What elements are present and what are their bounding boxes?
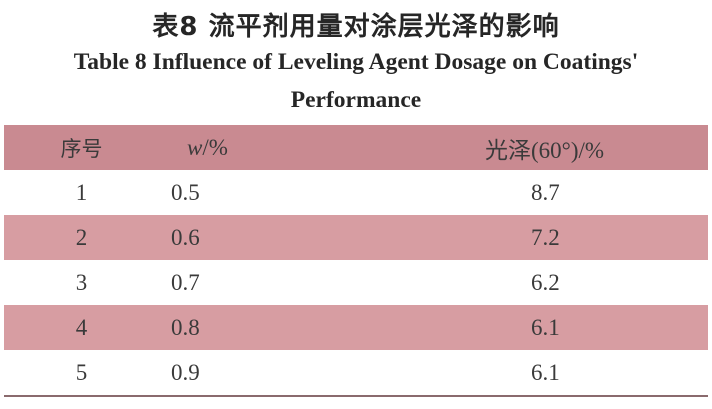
data-table: 序号 w/% 光泽(60°)/% 1 0.5 8.7 2 0.6 7.2 3: [4, 125, 708, 395]
cell-serial-number: 4: [75, 314, 88, 340]
cell-gloss: 8.7: [531, 179, 560, 205]
cell-serial-number: 1: [75, 179, 88, 205]
table-title-english: Table 8 Influence of Leveling Agent Dosa…: [0, 43, 712, 119]
header-gloss: 光泽(60°)/%: [485, 137, 605, 163]
table-row: 5 0.9 6.1: [4, 350, 708, 395]
table-row: 4 0.8 6.1: [4, 305, 708, 350]
header-dosage-variable: w: [187, 134, 203, 160]
cell-serial-number: 2: [75, 224, 88, 250]
cell-gloss: 7.2: [531, 224, 560, 250]
cell-dosage: 0.6: [171, 224, 200, 250]
cell-gloss: 6.1: [531, 314, 560, 340]
header-serial-number: 序号: [60, 136, 103, 161]
table-title-chinese: 表8 流平剂用量对涂层光泽的影响: [152, 12, 560, 42]
data-table-container: 序号 w/% 光泽(60°)/% 1 0.5 8.7 2 0.6 7.2 3: [4, 125, 708, 397]
cell-dosage: 0.7: [171, 269, 200, 295]
table-title-english-line1: Table 8 Influence of Leveling Agent Dosa…: [73, 49, 639, 75]
table-bottom-rule: [4, 395, 708, 397]
table-row: 1 0.5 8.7: [4, 170, 708, 215]
table-row: 3 0.7 6.2: [4, 260, 708, 305]
table-header-row: 序号 w/% 光泽(60°)/%: [4, 125, 708, 170]
cell-gloss: 6.1: [531, 359, 560, 385]
table-row: 2 0.6 7.2: [4, 215, 708, 260]
cell-gloss: 6.2: [531, 269, 560, 295]
table-title-english-line2: Performance: [290, 87, 422, 113]
cell-serial-number: 3: [75, 269, 88, 295]
header-dosage-unit: /%: [202, 134, 228, 160]
cell-serial-number: 5: [75, 359, 88, 385]
cell-dosage: 0.5: [171, 179, 200, 205]
cell-dosage: 0.9: [171, 359, 200, 385]
cell-dosage: 0.8: [171, 314, 200, 340]
header-dosage: w/%: [163, 125, 393, 170]
